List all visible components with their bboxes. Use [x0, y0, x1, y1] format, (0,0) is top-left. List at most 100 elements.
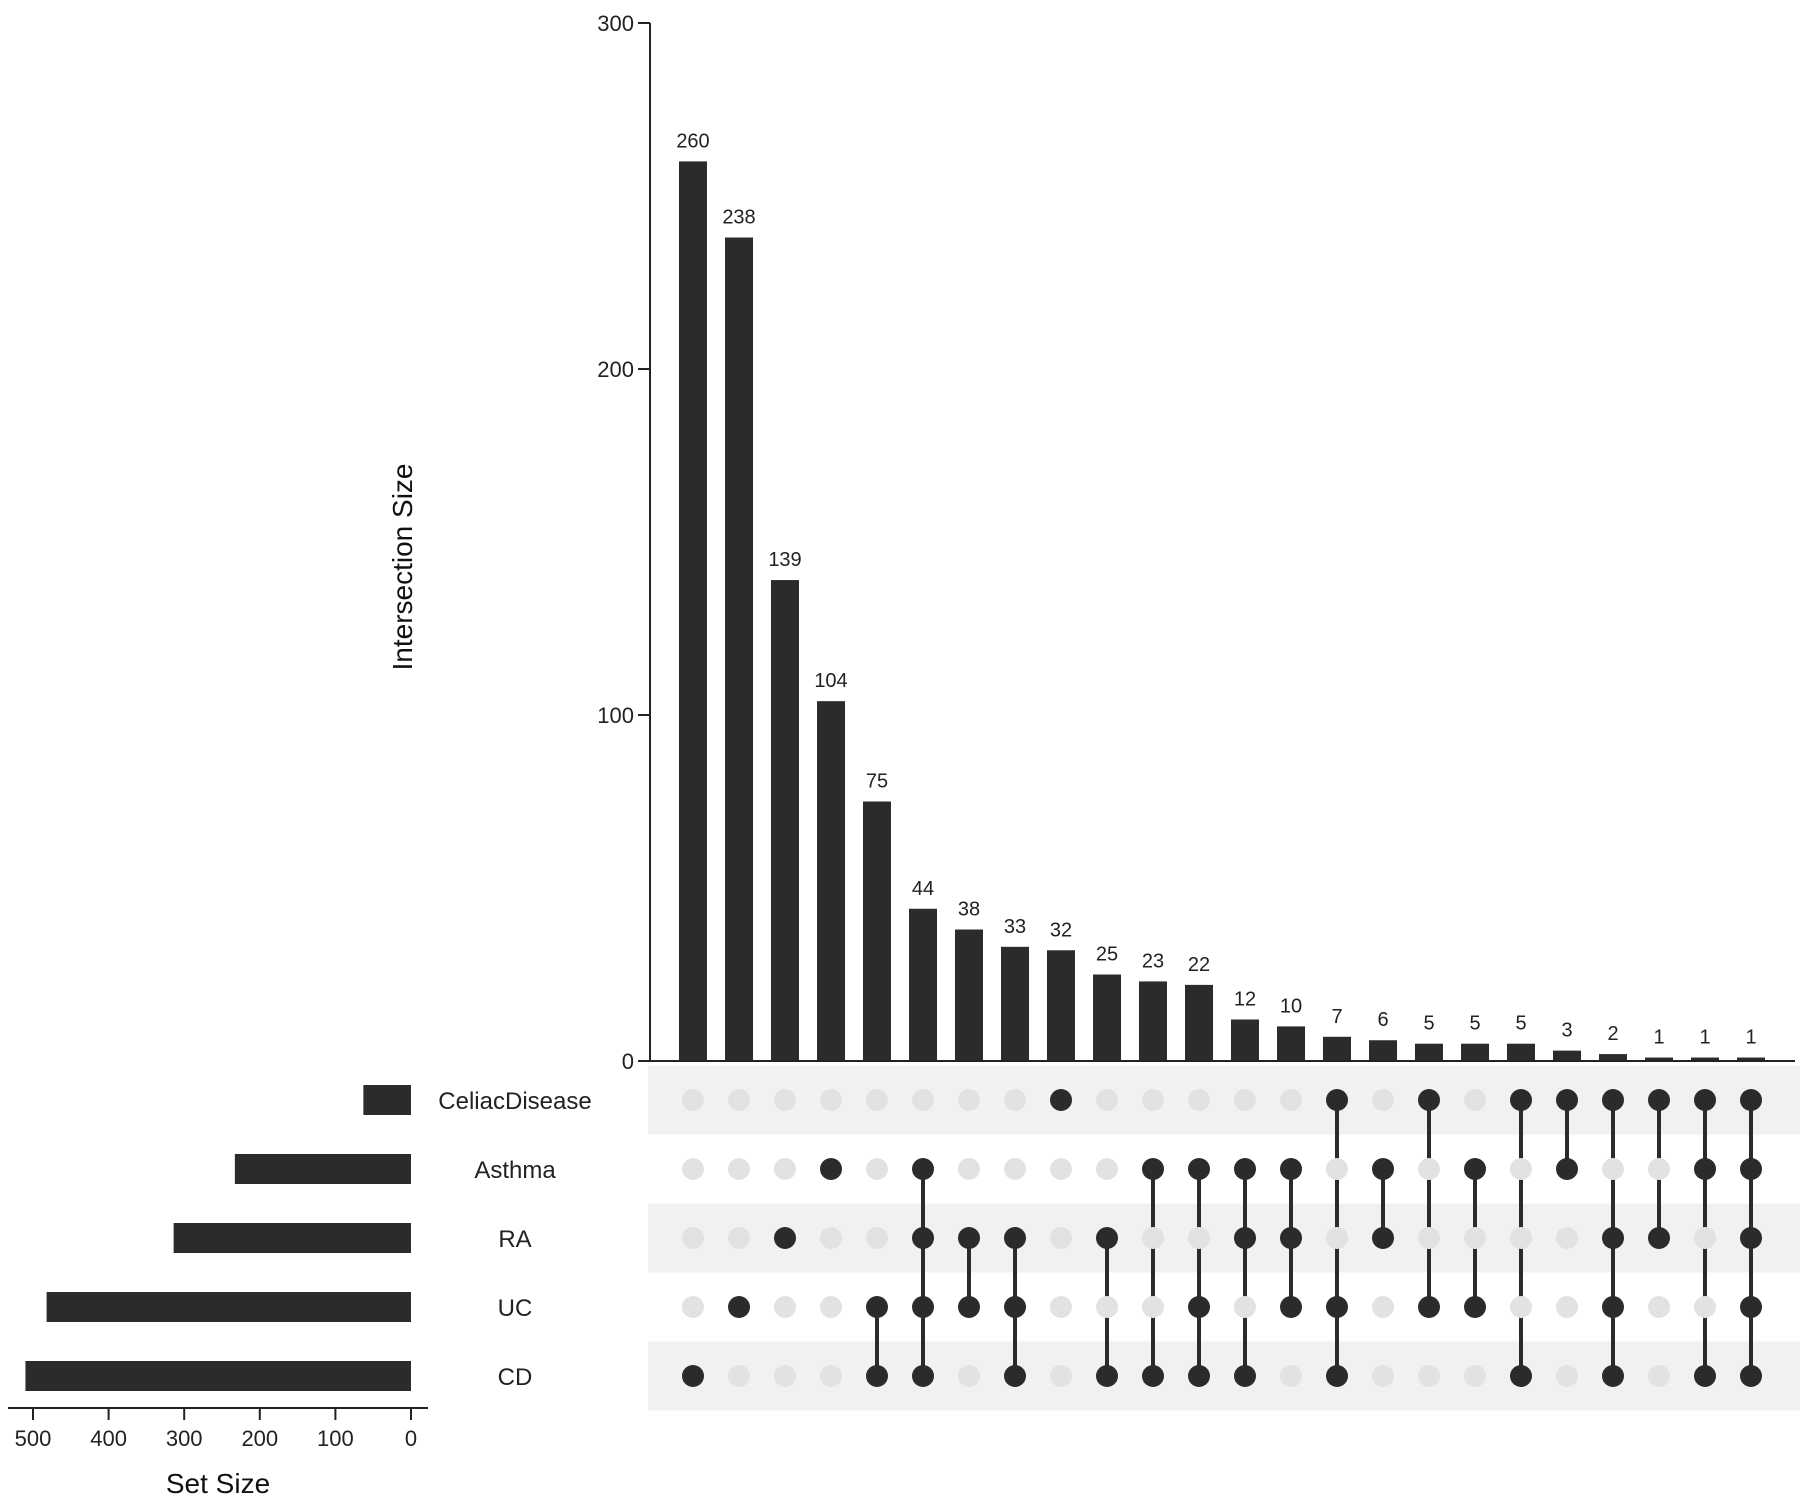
matrix-dot-active — [1556, 1089, 1578, 1111]
intersection-value-label: 75 — [866, 771, 888, 793]
matrix-dot-active — [1142, 1365, 1164, 1387]
matrix-dot-inactive — [958, 1089, 980, 1111]
intersection-value-label: 1 — [1653, 1027, 1664, 1049]
matrix-dot-inactive — [958, 1158, 980, 1180]
matrix-dot-active — [1648, 1227, 1670, 1249]
matrix-dot-active — [1326, 1296, 1348, 1318]
matrix-dot-active — [1418, 1089, 1440, 1111]
matrix-dot-inactive — [1050, 1365, 1072, 1387]
matrix-dot-active — [1142, 1158, 1164, 1180]
matrix-dot-active — [1510, 1089, 1532, 1111]
matrix-dot-inactive — [1096, 1296, 1118, 1318]
intersection-bar — [1277, 1026, 1305, 1061]
intersection-value-label: 1 — [1699, 1027, 1710, 1049]
y-tick-label: 300 — [597, 11, 634, 36]
intersection-value-label: 5 — [1515, 1013, 1526, 1035]
matrix-dot-inactive — [1464, 1365, 1486, 1387]
matrix-dot-inactive — [728, 1158, 750, 1180]
intersection-bar — [1369, 1040, 1397, 1061]
intersection-bar — [1599, 1054, 1627, 1061]
matrix-dot-active — [1694, 1365, 1716, 1387]
intersection-bar — [1691, 1057, 1719, 1061]
matrix-dot-inactive — [728, 1227, 750, 1249]
matrix-dot-active — [1004, 1227, 1026, 1249]
intersection-bar — [679, 161, 707, 1061]
intersection-bar — [1415, 1043, 1443, 1061]
matrix-dot-inactive — [682, 1089, 704, 1111]
matrix-dot-active — [1004, 1296, 1026, 1318]
matrix-dot-active — [1556, 1158, 1578, 1180]
intersection-bar — [909, 908, 937, 1061]
set-label-asthma: Asthma — [474, 1157, 556, 1184]
intersection-size-axis-title: Intersection Size — [387, 464, 418, 671]
matrix-dot-active — [912, 1296, 934, 1318]
matrix-dot-inactive — [1510, 1227, 1532, 1249]
matrix-dot-active — [1188, 1158, 1210, 1180]
matrix-dot-inactive — [1372, 1365, 1394, 1387]
intersection-value-label: 238 — [722, 207, 755, 229]
set-name-labels: CeliacDisease Asthma RA UC CD — [438, 1088, 591, 1391]
intersection-value-label: 260 — [676, 130, 709, 152]
intersection-value-label: 3 — [1561, 1020, 1572, 1042]
matrix-dot-active — [1096, 1365, 1118, 1387]
matrix-dot-inactive — [774, 1089, 796, 1111]
matrix-dot-inactive — [912, 1089, 934, 1111]
matrix-dot-active — [1694, 1158, 1716, 1180]
matrix-dot-active — [1740, 1089, 1762, 1111]
x-tick-label: 0 — [405, 1426, 417, 1451]
intersection-bar — [1001, 946, 1029, 1061]
matrix-dot-inactive — [820, 1365, 842, 1387]
matrix-dot-active — [912, 1227, 934, 1249]
intersection-value-label: 32 — [1050, 919, 1072, 941]
intersection-bar — [1231, 1019, 1259, 1061]
x-tick-label: 400 — [90, 1426, 127, 1451]
matrix-dot-active — [1372, 1158, 1394, 1180]
matrix-dot-inactive — [1372, 1296, 1394, 1318]
matrix-dot-active — [912, 1365, 934, 1387]
set-size-bar-asthma — [234, 1154, 411, 1184]
intersection-bar — [1139, 981, 1167, 1061]
matrix-dot-inactive — [866, 1227, 888, 1249]
matrix-dot-inactive — [1142, 1227, 1164, 1249]
matrix-dot-active — [1234, 1158, 1256, 1180]
matrix-dot-inactive — [1142, 1089, 1164, 1111]
matrix-dot-active — [1740, 1158, 1762, 1180]
intersection-value-label: 139 — [768, 549, 801, 571]
matrix-dot-inactive — [820, 1089, 842, 1111]
matrix-dot-active — [1326, 1365, 1348, 1387]
intersection-value-label: 6 — [1377, 1009, 1388, 1031]
matrix-dot-inactive — [1004, 1089, 1026, 1111]
intersection-bars — [679, 161, 1765, 1061]
matrix-dot-inactive — [1510, 1296, 1532, 1318]
y-tick-label: 100 — [597, 703, 634, 728]
matrix-dot-inactive — [958, 1365, 980, 1387]
matrix-dot-active — [1740, 1296, 1762, 1318]
matrix-dot-active — [958, 1296, 980, 1318]
matrix-dot-active — [1694, 1089, 1716, 1111]
set-size-bar-celiacdisease — [363, 1085, 411, 1115]
matrix-dot-active — [1602, 1089, 1624, 1111]
matrix-dot-active — [1602, 1227, 1624, 1249]
matrix-dot-inactive — [728, 1089, 750, 1111]
matrix-dot-active — [1464, 1296, 1486, 1318]
set-label-ra: RA — [498, 1226, 531, 1253]
matrix-dot-active — [1096, 1227, 1118, 1249]
matrix-dot-inactive — [1418, 1365, 1440, 1387]
matrix-dot-inactive — [1464, 1227, 1486, 1249]
intersection-value-label: 22 — [1188, 954, 1210, 976]
matrix-dot-inactive — [1234, 1089, 1256, 1111]
matrix-dot-active — [1602, 1365, 1624, 1387]
intersection-bar — [863, 801, 891, 1061]
matrix-dot-inactive — [1280, 1365, 1302, 1387]
matrix-dot-inactive — [1280, 1089, 1302, 1111]
matrix-dot-inactive — [1326, 1158, 1348, 1180]
intersection-bar — [725, 237, 753, 1061]
matrix-dot-active — [728, 1296, 750, 1318]
matrix-dot-active — [1740, 1365, 1762, 1387]
matrix-dot-inactive — [1464, 1089, 1486, 1111]
set-size-bar-ra — [173, 1223, 411, 1253]
intersection-value-label: 12 — [1234, 988, 1256, 1010]
intersection-size-axis: 0 100 200 300 — [597, 11, 1795, 1074]
matrix-dot-active — [1280, 1158, 1302, 1180]
